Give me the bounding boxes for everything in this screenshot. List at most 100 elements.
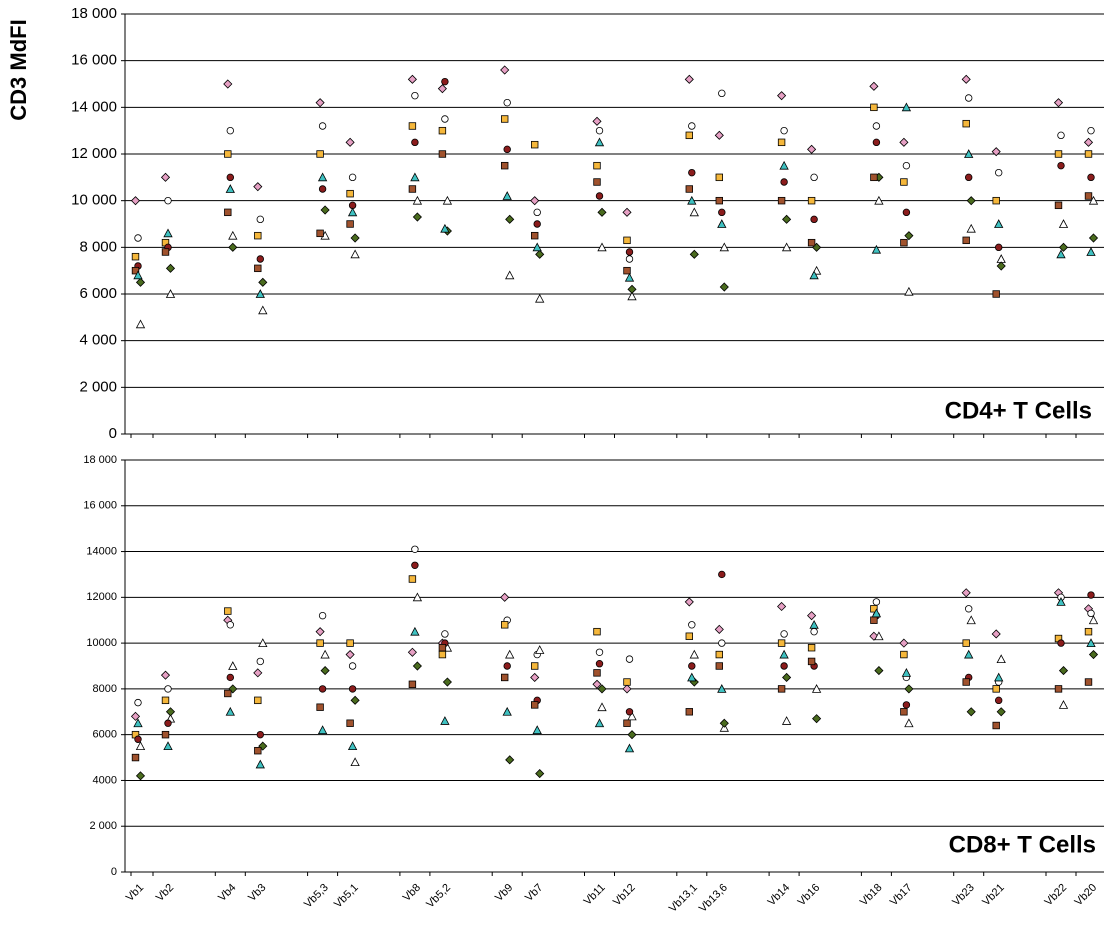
point bbox=[350, 695, 360, 705]
point bbox=[595, 648, 604, 656]
point bbox=[592, 679, 602, 689]
point bbox=[718, 639, 726, 647]
point bbox=[1056, 249, 1066, 259]
point bbox=[964, 649, 974, 659]
point bbox=[900, 708, 908, 716]
point bbox=[408, 185, 417, 193]
y-tick-label: 4 000 bbox=[79, 332, 117, 349]
point bbox=[871, 244, 882, 254]
point bbox=[872, 598, 881, 606]
point bbox=[624, 272, 635, 282]
point bbox=[346, 189, 354, 198]
point bbox=[411, 545, 419, 553]
x-tick-label: Vb5,3 bbox=[302, 882, 331, 911]
point bbox=[161, 730, 170, 739]
point bbox=[962, 678, 970, 686]
point bbox=[258, 305, 268, 315]
x-tick-label: Vb22 bbox=[1043, 882, 1070, 909]
point bbox=[441, 115, 449, 123]
point bbox=[623, 236, 631, 245]
point bbox=[224, 689, 232, 698]
point bbox=[904, 231, 914, 241]
point bbox=[961, 74, 971, 84]
point bbox=[348, 685, 357, 693]
point bbox=[503, 145, 511, 154]
point bbox=[320, 649, 330, 659]
x-tick-label: Vb1 bbox=[124, 882, 146, 904]
point bbox=[1088, 233, 1099, 243]
point bbox=[1057, 639, 1065, 647]
x-tick-label: Vb18 bbox=[858, 882, 885, 909]
point bbox=[809, 619, 819, 629]
point bbox=[410, 626, 420, 636]
point bbox=[1086, 247, 1096, 256]
point bbox=[130, 196, 141, 206]
point bbox=[687, 672, 697, 682]
point bbox=[625, 708, 634, 716]
point bbox=[780, 662, 788, 670]
point bbox=[625, 255, 634, 263]
y-tick-label: 10000 bbox=[86, 637, 117, 649]
point bbox=[1088, 615, 1099, 625]
point bbox=[256, 215, 264, 224]
point bbox=[992, 196, 1000, 205]
point bbox=[624, 743, 635, 753]
point bbox=[689, 207, 699, 217]
point bbox=[531, 231, 539, 240]
point bbox=[254, 696, 262, 705]
x-tick-label: Vb8 bbox=[401, 882, 423, 904]
point bbox=[901, 668, 912, 677]
point bbox=[165, 707, 176, 717]
point bbox=[1087, 591, 1095, 599]
point bbox=[593, 669, 601, 677]
point bbox=[412, 195, 423, 205]
point bbox=[900, 650, 908, 659]
x-tick-label: Vb3 bbox=[246, 882, 268, 904]
point bbox=[226, 173, 234, 182]
point bbox=[346, 719, 354, 727]
point bbox=[780, 630, 788, 638]
point bbox=[1087, 126, 1095, 135]
point bbox=[502, 706, 512, 716]
point bbox=[899, 137, 909, 147]
point bbox=[594, 718, 605, 728]
point bbox=[318, 185, 327, 193]
point bbox=[1058, 242, 1069, 252]
point bbox=[442, 195, 453, 205]
point bbox=[870, 103, 878, 112]
point bbox=[688, 168, 696, 177]
point bbox=[410, 172, 420, 182]
point bbox=[961, 588, 971, 598]
point bbox=[777, 601, 787, 612]
point bbox=[904, 286, 914, 296]
point bbox=[902, 161, 911, 170]
point bbox=[531, 140, 539, 149]
point bbox=[1054, 201, 1063, 210]
point bbox=[687, 195, 697, 205]
point bbox=[535, 249, 545, 259]
point bbox=[1084, 627, 1093, 636]
point bbox=[870, 605, 878, 613]
point bbox=[1087, 173, 1095, 182]
point bbox=[253, 668, 263, 678]
point bbox=[161, 248, 170, 256]
point bbox=[530, 672, 540, 683]
y-tick-label: 8000 bbox=[93, 683, 117, 695]
point bbox=[1086, 638, 1096, 648]
point bbox=[500, 621, 509, 629]
x-tick-label: Vb14 bbox=[766, 882, 793, 909]
x-tick-label: Vb13,1 bbox=[667, 882, 700, 915]
point bbox=[718, 208, 726, 217]
point bbox=[714, 130, 724, 140]
y-tick-label: 12 000 bbox=[71, 145, 117, 162]
point bbox=[623, 678, 631, 686]
point bbox=[1084, 150, 1093, 158]
point bbox=[228, 661, 238, 670]
point bbox=[318, 611, 327, 620]
point bbox=[320, 205, 330, 215]
point bbox=[256, 657, 264, 666]
x-tick-label: Vb5,2 bbox=[424, 882, 453, 911]
point bbox=[627, 711, 637, 721]
point bbox=[719, 282, 729, 292]
